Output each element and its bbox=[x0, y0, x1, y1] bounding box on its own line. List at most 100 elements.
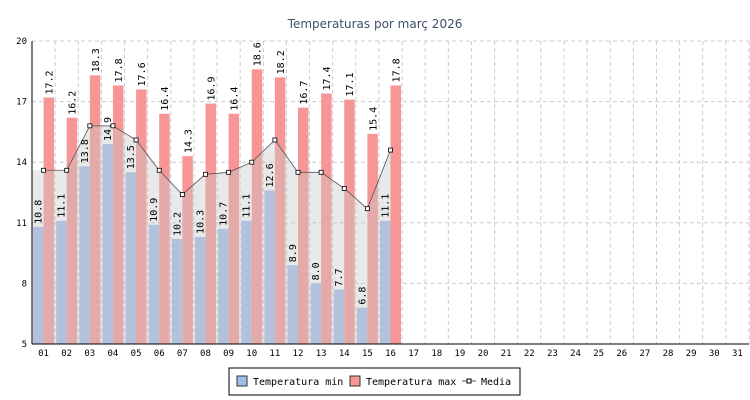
x-tick-label: 23 bbox=[547, 349, 558, 359]
data-label-min: 7.7 bbox=[334, 268, 345, 286]
x-tick-label: 14 bbox=[339, 349, 350, 359]
media-point bbox=[388, 147, 393, 153]
media-line bbox=[43, 125, 391, 210]
bar-min bbox=[310, 283, 322, 344]
data-label-max: 16.9 bbox=[206, 77, 217, 101]
data-label-min: 10.2 bbox=[172, 212, 183, 236]
x-tick-label: 03 bbox=[84, 349, 95, 359]
bar-min bbox=[380, 220, 391, 344]
x-tick-label: 18 bbox=[431, 349, 442, 359]
bar-min bbox=[125, 172, 137, 344]
x-tick-label: 10 bbox=[246, 349, 257, 359]
y-tick-label: 20 bbox=[16, 37, 27, 47]
media-point bbox=[179, 192, 185, 197]
data-label-min: 14.9 bbox=[103, 117, 114, 141]
x-tick-label: 31 bbox=[732, 349, 743, 359]
data-label-min: 13.5 bbox=[126, 145, 137, 169]
x-tick-label: 21 bbox=[501, 349, 512, 359]
data-label-min: 10.3 bbox=[195, 210, 206, 234]
x-tick-label: 30 bbox=[709, 349, 720, 359]
x-tick-label: 24 bbox=[570, 349, 581, 359]
x-tick-label: 20 bbox=[478, 349, 489, 359]
data-label-max: 15.4 bbox=[368, 107, 379, 131]
bar-max bbox=[182, 156, 193, 344]
data-label-max: 16.4 bbox=[160, 87, 171, 111]
media-point bbox=[110, 123, 116, 129]
bar-max bbox=[321, 93, 332, 345]
bar-max bbox=[367, 133, 378, 344]
data-label-min: 12.6 bbox=[265, 163, 276, 187]
data-label-min: 11.1 bbox=[242, 194, 253, 218]
x-tick-label: 29 bbox=[686, 349, 697, 359]
bar-min bbox=[333, 289, 345, 344]
media-point bbox=[226, 169, 231, 175]
x-tick-label: 05 bbox=[131, 349, 142, 359]
bar-min bbox=[194, 236, 206, 344]
bar-min bbox=[356, 307, 368, 344]
media-point bbox=[64, 167, 70, 173]
bar-min bbox=[287, 265, 298, 344]
y-tick-label: 17 bbox=[16, 98, 27, 108]
x-tick-label: 08 bbox=[200, 349, 211, 359]
bar-min bbox=[33, 226, 44, 344]
x-tick-label: 22 bbox=[524, 349, 535, 359]
data-label-max: 18.3 bbox=[91, 48, 102, 72]
bar-max bbox=[205, 103, 216, 345]
bar-min bbox=[56, 220, 67, 344]
x-tick-label: 04 bbox=[108, 349, 119, 359]
x-tick-label: 19 bbox=[454, 349, 465, 359]
bar-max bbox=[89, 75, 101, 344]
x-tick-label: 17 bbox=[408, 349, 419, 359]
media-point bbox=[156, 167, 162, 173]
data-label-max: 17.6 bbox=[137, 62, 148, 86]
x-tick-label: 25 bbox=[593, 349, 604, 359]
bar-min bbox=[264, 190, 275, 344]
legend-swatch-max bbox=[349, 375, 361, 387]
legend-label-min: Temperatura min bbox=[253, 377, 343, 388]
data-label-max: 18.6 bbox=[253, 42, 264, 66]
data-label-max: 17.4 bbox=[322, 66, 333, 90]
x-tick-label: 12 bbox=[293, 349, 304, 359]
legend: Temperatura min Temperatura max Media bbox=[228, 367, 521, 396]
data-label-max: 17.1 bbox=[345, 72, 356, 96]
bar-max bbox=[159, 113, 170, 344]
media-point bbox=[249, 159, 255, 165]
x-tick-label: 02 bbox=[61, 349, 72, 359]
bar-min bbox=[171, 238, 183, 344]
media-point bbox=[272, 137, 278, 143]
x-tick-label: 07 bbox=[177, 349, 188, 359]
legend-swatch-min bbox=[236, 375, 248, 387]
bar-max bbox=[344, 99, 355, 344]
data-label-min: 13.8 bbox=[80, 139, 91, 163]
media-point bbox=[87, 123, 93, 129]
data-label-min: 8.0 bbox=[311, 262, 322, 280]
data-label-min: 10.9 bbox=[149, 198, 160, 222]
bar-max bbox=[251, 69, 263, 344]
x-tick-label: 26 bbox=[616, 349, 627, 359]
data-label-min: 11.1 bbox=[57, 194, 68, 218]
data-label-min: 6.8 bbox=[357, 287, 368, 305]
media-point bbox=[41, 167, 46, 173]
bar-max bbox=[297, 107, 309, 344]
x-tick-label: 28 bbox=[663, 349, 674, 359]
x-tick-label: 01 bbox=[38, 349, 49, 359]
media-point bbox=[133, 137, 139, 143]
bar-max bbox=[136, 89, 147, 344]
bar-max bbox=[43, 97, 55, 344]
x-tick-label: 06 bbox=[154, 349, 165, 359]
bar-min bbox=[79, 166, 90, 344]
media-area bbox=[32, 125, 391, 344]
bar-min bbox=[148, 224, 160, 344]
bar-max bbox=[112, 85, 124, 344]
bar-max bbox=[66, 117, 78, 344]
data-label-max: 16.4 bbox=[230, 87, 241, 111]
bar-min bbox=[102, 144, 113, 344]
media-point bbox=[295, 169, 301, 175]
bar-max bbox=[274, 77, 286, 345]
data-label-min: 10.8 bbox=[34, 200, 45, 224]
data-label-max: 18.2 bbox=[276, 50, 287, 74]
data-label-max: 16.2 bbox=[68, 91, 79, 115]
legend-marker-media bbox=[466, 378, 472, 384]
